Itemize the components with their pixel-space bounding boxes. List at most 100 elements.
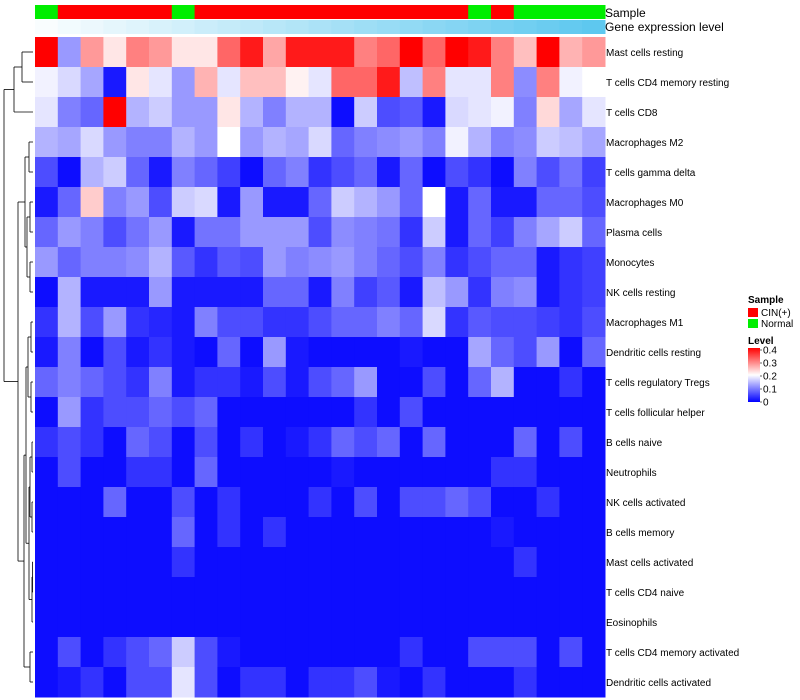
- expression-annotation-cell: [80, 20, 104, 34]
- heatmap-cell: [240, 307, 264, 338]
- legend-swatch-cin: [748, 308, 758, 317]
- heatmap-cell: [331, 337, 355, 368]
- heatmap-cell: [35, 247, 59, 278]
- heatmap-cell: [126, 427, 150, 458]
- heatmap-cell: [171, 607, 196, 638]
- sample-annotation-bar: [35, 5, 606, 19]
- heatmap-cell: [263, 517, 287, 548]
- heatmap-cell: [445, 517, 469, 548]
- heatmap-cell: [194, 397, 218, 428]
- sample-annotation-cell: [126, 5, 150, 19]
- heatmap-cell: [445, 67, 469, 98]
- heatmap-cell: [149, 427, 173, 458]
- heatmap-cell: [513, 367, 538, 398]
- heatmap-cell: [126, 577, 150, 608]
- heatmap-cell: [445, 577, 469, 608]
- heatmap-cell: [445, 667, 469, 698]
- row-dendrogram: [3, 51, 33, 683]
- heatmap-cell: [331, 277, 355, 308]
- heatmap-cell: [582, 187, 606, 218]
- expression-annotation-cell: [468, 20, 492, 34]
- heatmap-cell: [559, 307, 583, 338]
- heatmap-cell: [171, 277, 196, 308]
- heatmap-cell: [35, 487, 59, 518]
- heatmap-cell: [377, 187, 401, 218]
- heatmap-cell: [194, 37, 218, 68]
- heatmap-cell: [149, 637, 173, 668]
- legend-tick-label: 0.2: [763, 372, 777, 383]
- sample-annotation-cell: [422, 5, 446, 19]
- heatmap-cell: [536, 397, 560, 428]
- heatmap-cell: [491, 247, 515, 278]
- heatmap-cell: [149, 187, 173, 218]
- heatmap-cell: [149, 517, 173, 548]
- heatmap-cell: [103, 457, 127, 488]
- heatmap-cell: [468, 97, 492, 128]
- heatmap-cell: [354, 97, 378, 128]
- legend-tick-label: 0.3: [763, 359, 777, 370]
- heatmap-cell: [149, 97, 173, 128]
- heatmap-cell: [468, 517, 492, 548]
- heatmap-cell: [354, 217, 378, 248]
- heatmap-cell: [126, 97, 150, 128]
- heatmap-cell: [445, 337, 469, 368]
- heatmap-cell: [468, 607, 492, 638]
- expression-annotation-cell: [377, 20, 401, 34]
- heatmap-cell: [194, 547, 218, 578]
- heatmap-cell: [582, 127, 606, 158]
- heatmap-cell: [285, 517, 310, 548]
- heatmap-cell: [582, 307, 606, 338]
- heatmap-cell: [536, 367, 560, 398]
- heatmap-cell: [240, 187, 264, 218]
- heatmap-cell: [103, 67, 127, 98]
- heatmap-cell: [240, 457, 264, 488]
- row-label: Monocytes: [606, 258, 654, 269]
- expression-annotation-cell: [57, 20, 82, 34]
- expression-annotation-cell: [354, 20, 378, 34]
- heatmap-cell: [285, 37, 310, 68]
- heatmap-cell: [57, 277, 82, 308]
- heatmap-cell: [468, 487, 492, 518]
- sample-annotation-cell: [171, 5, 196, 19]
- heatmap-cell: [263, 97, 287, 128]
- heatmap-cell: [57, 427, 82, 458]
- row-label: T cells regulatory Tregs: [606, 378, 710, 389]
- row-label: Mast cells resting: [606, 48, 683, 59]
- heatmap-cell: [559, 487, 583, 518]
- heatmap-cell: [35, 277, 59, 308]
- heatmap-cell: [35, 577, 59, 608]
- heatmap-cell: [536, 307, 560, 338]
- sample-annotation-cell: [149, 5, 173, 19]
- heatmap-cell: [331, 97, 355, 128]
- heatmap-cell: [582, 457, 606, 488]
- heatmap-cell: [536, 67, 560, 98]
- heatmap-cell: [263, 577, 287, 608]
- heatmap-cell: [399, 517, 424, 548]
- heatmap-cell: [308, 577, 332, 608]
- heatmap-cell: [399, 277, 424, 308]
- heatmap-cell: [399, 37, 424, 68]
- heatmap-cell: [582, 577, 606, 608]
- heatmap-cell: [57, 457, 82, 488]
- heatmap-cell: [194, 217, 218, 248]
- heatmap-cell: [491, 577, 515, 608]
- heatmap-cell: [445, 487, 469, 518]
- heatmap-cell: [103, 517, 127, 548]
- heatmap-cell: [171, 547, 196, 578]
- heatmap-cell: [354, 667, 378, 698]
- heatmap-cell: [399, 187, 424, 218]
- heatmap-cell: [582, 37, 606, 68]
- heatmap-cell: [468, 457, 492, 488]
- heatmap-cell: [559, 67, 583, 98]
- heatmap-cell: [126, 307, 150, 338]
- heatmap-cell: [582, 487, 606, 518]
- heatmap-cell: [377, 667, 401, 698]
- expression-annotation-cell: [559, 20, 583, 34]
- row-label: Neutrophils: [606, 468, 657, 479]
- heatmap-cell: [331, 127, 355, 158]
- heatmap-cell: [399, 397, 424, 428]
- heatmap-cell: [35, 457, 59, 488]
- heatmap-cell: [57, 667, 82, 698]
- heatmap-cell: [263, 67, 287, 98]
- heatmap-cell: [559, 547, 583, 578]
